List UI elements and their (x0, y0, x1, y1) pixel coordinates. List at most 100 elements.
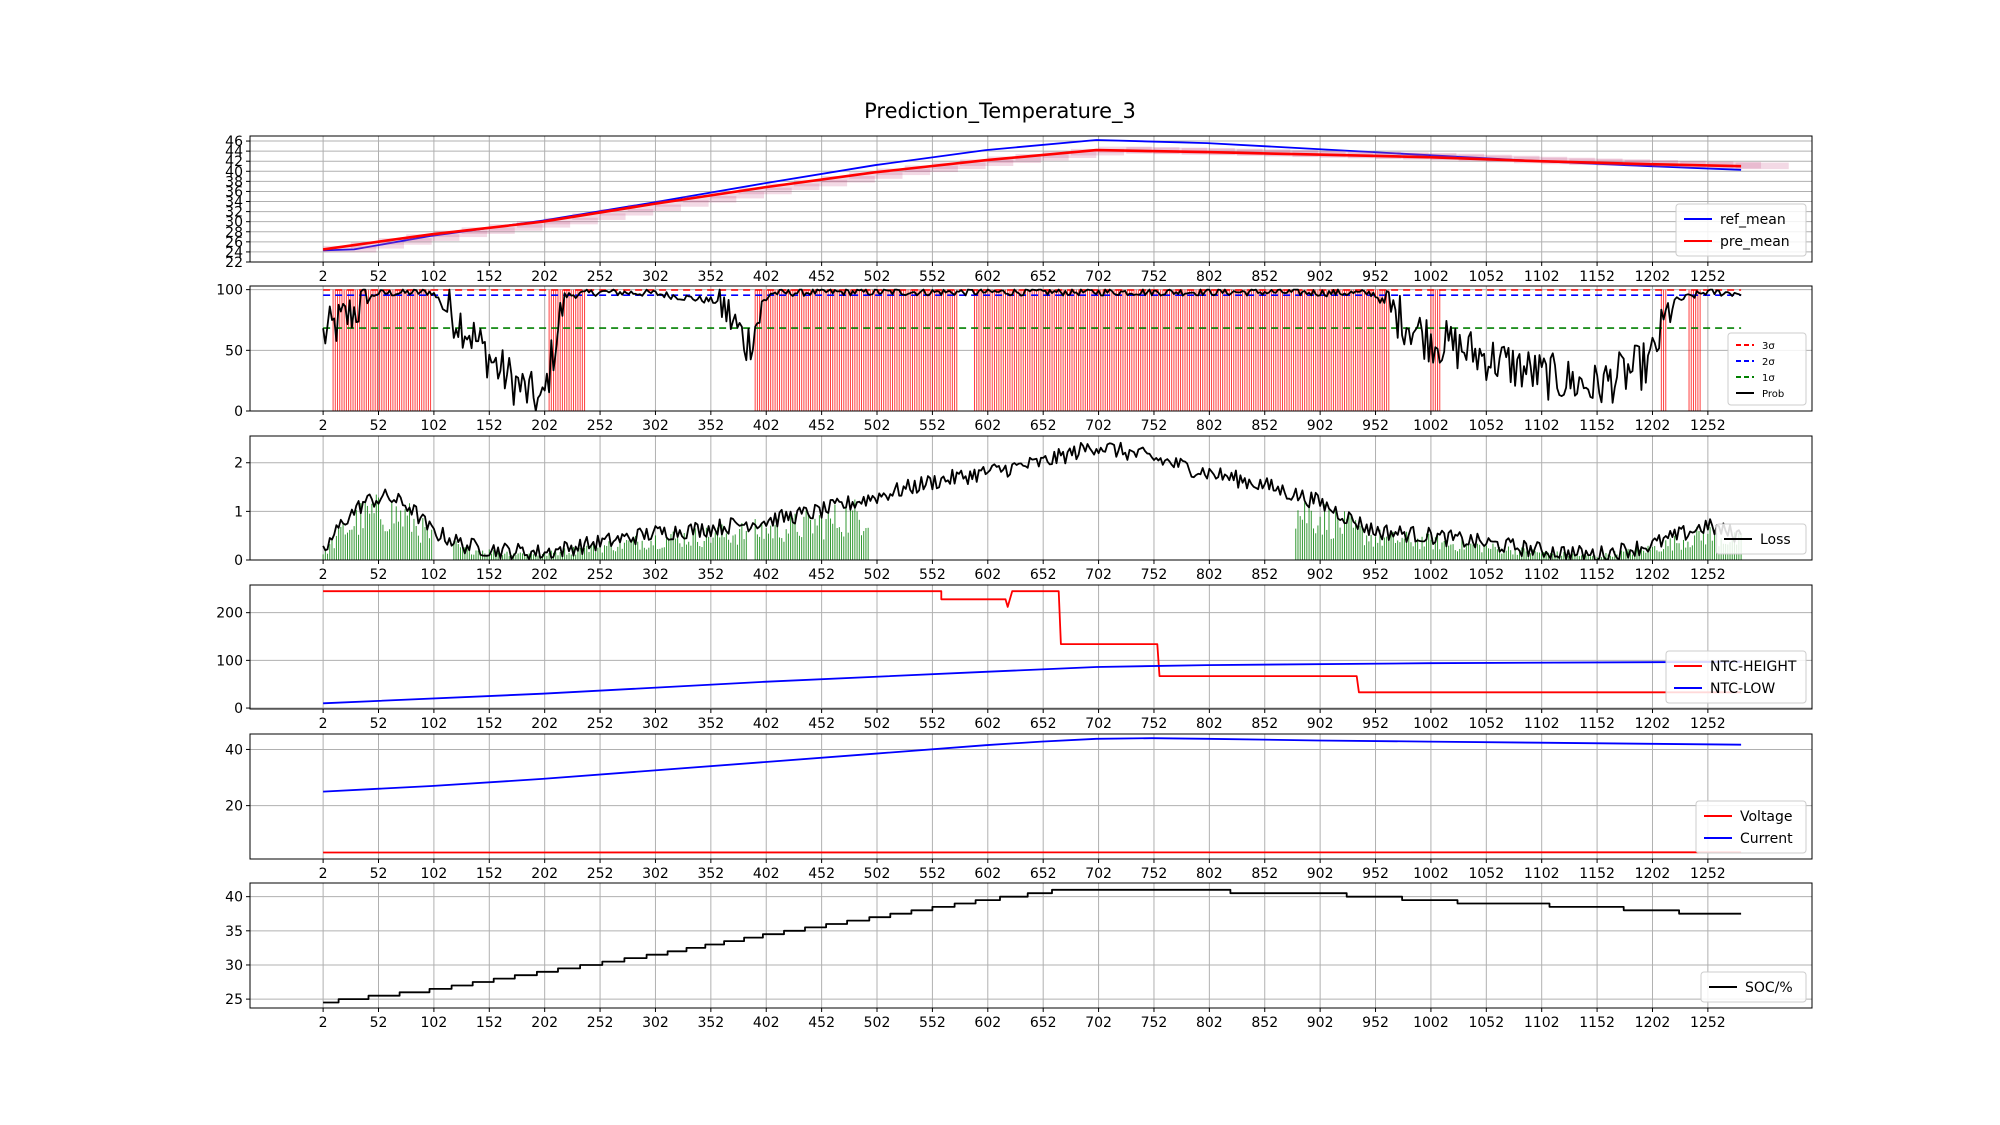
plot-area (322, 441, 1742, 560)
x-tick-label: 352 (697, 866, 724, 882)
prediction-band (323, 245, 377, 253)
chart-panels: 2 52 102 152 202 252 302 352 402 452 502 552 602 652 7… (216, 134, 1813, 1031)
x-tick-label: 102 (421, 418, 448, 434)
x-tick-label: 302 (642, 866, 669, 882)
prediction-band (489, 224, 543, 231)
x-tick-label: 1102 (1524, 567, 1560, 583)
legend-box (1665, 650, 1807, 704)
x-tick-label: 1202 (1635, 269, 1671, 285)
x-tick-label: 102 (421, 567, 448, 583)
x-tick-label: 252 (587, 269, 614, 285)
axes-frame (249, 285, 1813, 412)
x-tick-label: 52 (370, 418, 388, 434)
x-tick-label: 1102 (1524, 418, 1560, 434)
prediction-band (1015, 153, 1069, 161)
figure-title: Prediction_Temperature_3 (864, 99, 1136, 124)
x-tick-label: 902 (1307, 866, 1334, 882)
legend: NTC-HEIGHT NTC-LOW (1665, 650, 1807, 704)
y-tick-label: 44 (225, 144, 243, 160)
x-tick-label: 402 (753, 866, 780, 882)
legend-label: ref_mean (1720, 212, 1786, 228)
prediction-band (683, 196, 737, 203)
x-tick-label: 902 (1307, 567, 1334, 583)
x-tick-label: 552 (919, 716, 946, 732)
y-tick-label: 50 (225, 343, 243, 359)
x-tick-label: 1002 (1413, 866, 1449, 882)
legend-box (1695, 800, 1807, 854)
y-tick-label: 32 (225, 205, 243, 221)
prediction-band (433, 230, 488, 238)
x-tick-label: 652 (1030, 418, 1057, 434)
x-tick-label: 902 (1307, 269, 1334, 285)
plot-area (323, 590, 1742, 705)
x-tick-label: 802 (1196, 269, 1223, 285)
x-tick-label: 252 (587, 1015, 614, 1031)
x-tick-label: 402 (753, 1015, 780, 1031)
prediction-band (904, 165, 958, 173)
x-tick-label: 802 (1196, 1015, 1223, 1031)
x-tick-label: 302 (642, 716, 669, 732)
x-tick-label: 1002 (1413, 418, 1449, 434)
x-tick-label: 802 (1196, 716, 1223, 732)
plot-area (323, 737, 1742, 854)
x-tick-label: 152 (476, 866, 503, 882)
legend: ref_mean pre_mean (1675, 203, 1807, 257)
panel-soc: 2 52 102 152 202 252 302 352 402 452 502 552 602 652 7… (225, 882, 1813, 1031)
x-tick-label: 52 (370, 567, 388, 583)
x-tick-label: 152 (476, 269, 503, 285)
x-tick-label: 52 (370, 1015, 388, 1031)
x-tick-label: 652 (1030, 567, 1057, 583)
prediction-band (350, 242, 404, 249)
x-tick-label: 1052 (1468, 716, 1504, 732)
x-tick-label: 952 (1362, 866, 1389, 882)
x-tick-label: 352 (697, 269, 724, 285)
x-tick-label: 302 (642, 1015, 669, 1031)
x-tick-label: 252 (587, 418, 614, 434)
axes-frame (249, 435, 1813, 561)
prediction-band (406, 234, 460, 241)
y-tick-label: 20 (225, 799, 243, 815)
legend-label: 3σ (1762, 341, 1775, 352)
x-tick-label: 1002 (1413, 716, 1449, 732)
legend: Voltage Current (1695, 800, 1807, 854)
x-tick-label: 252 (587, 716, 614, 732)
x-tick-label: 252 (587, 866, 614, 882)
x-tick-label: 652 (1030, 866, 1057, 882)
x-tick-label: 1102 (1524, 269, 1560, 285)
x-tick-label: 102 (421, 716, 448, 732)
x-tick-label: 352 (697, 567, 724, 583)
y-tick-label: 30 (225, 215, 243, 231)
x-tick-label: 202 (531, 716, 558, 732)
x-tick-label: 702 (1085, 418, 1112, 434)
y-tick-label: 46 (225, 134, 243, 150)
y-tick-label: 34 (225, 195, 243, 211)
y-tick-label: 25 (225, 992, 243, 1008)
x-tick-label: 852 (1251, 716, 1278, 732)
panel-loss: 2 52 102 152 202 252 302 352 402 452 502 552 602 652 7… (234, 435, 1813, 583)
prediction-band (461, 227, 515, 234)
x-tick-label: 902 (1307, 716, 1334, 732)
x-tick-label: 502 (864, 1015, 891, 1031)
plot-area (322, 139, 1789, 253)
x-tick-label: 452 (808, 418, 835, 434)
x-tick-label: 252 (587, 567, 614, 583)
x-tick-label: 52 (370, 716, 388, 732)
x-tick-label: 502 (864, 567, 891, 583)
x-tick-label: 452 (808, 269, 835, 285)
x-tick-label: 1252 (1690, 269, 1726, 285)
x-tick-label: 1252 (1690, 1015, 1726, 1031)
y-tick-label: 0 (234, 404, 243, 420)
legend: SOC/% (1700, 971, 1807, 1003)
x-tick-label: 752 (1141, 1015, 1168, 1031)
y-tick-label: 200 (216, 606, 243, 622)
x-tick-label: 1152 (1579, 567, 1615, 583)
x-tick-label: 352 (697, 1015, 724, 1031)
x-tick-label: 1052 (1468, 269, 1504, 285)
x-tick-label: 802 (1196, 866, 1223, 882)
prediction-band (960, 159, 1014, 166)
x-tick-label: 1102 (1524, 716, 1560, 732)
x-tick-label: 652 (1030, 716, 1057, 732)
x-tick-label: 852 (1251, 269, 1278, 285)
y-tick-label: 100 (216, 653, 243, 669)
